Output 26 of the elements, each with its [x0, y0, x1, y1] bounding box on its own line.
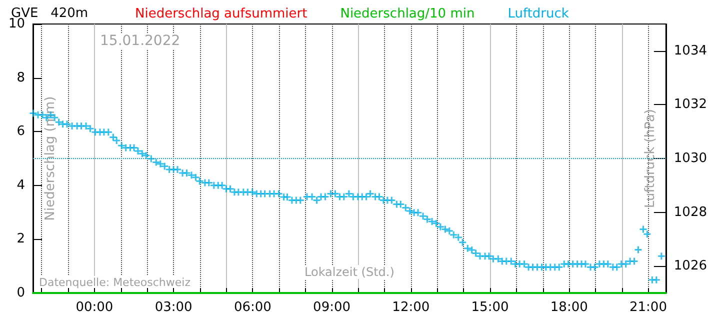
x-tick-label: 03:00 — [154, 300, 192, 315]
legend-label: Niederschlag aufsummiert — [135, 6, 308, 22]
x-tick-label: 15:00 — [471, 300, 509, 315]
x-tick-label: 18:00 — [550, 300, 588, 315]
y-tick-label: 0 — [16, 286, 25, 300]
y2-tick-label: 1030 — [674, 151, 708, 166]
y-tick-label: 8 — [16, 70, 25, 86]
annotation: 15.01.2022 — [100, 33, 180, 49]
x-tick-label: 06:00 — [234, 300, 272, 315]
y-tick-label: 2 — [16, 232, 25, 247]
x-axis-title: Lokalzeit (Std.) — [304, 265, 394, 279]
text: Luftdruck — [508, 6, 570, 22]
x-tick-label: 12:00 — [392, 300, 430, 315]
y2-axis-title: Luftdruck (hPa) — [642, 109, 658, 208]
x-tick-label: 00:00 — [76, 300, 114, 315]
y-tick-label: 4 — [16, 178, 25, 193]
y2-tick-label: 1026 — [674, 258, 708, 274]
x-tick-label: 09:00 — [313, 300, 351, 315]
x-tick-label: 21:00 — [630, 300, 667, 315]
y2-tick-label: 1032 — [674, 97, 708, 112]
y2-tick-label: 1028 — [674, 204, 708, 220]
y2-tick-label: 1034 — [674, 43, 708, 58]
annotation: Datenquelle: Meteoschweiz — [39, 276, 191, 289]
y-tick-label: 6 — [16, 124, 25, 140]
text: Niederschlag/10 min — [340, 6, 475, 22]
y-axis-title: Niederschlag (mm) — [43, 96, 58, 221]
